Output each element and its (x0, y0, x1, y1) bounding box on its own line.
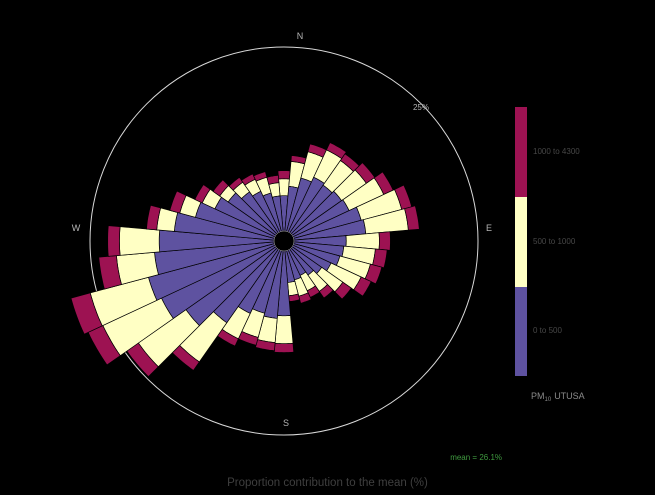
legend-label-500-to-1000: 500 to 1000 (533, 237, 576, 246)
rose-wedge-0deg-mid (278, 178, 290, 197)
rose-wedge-290deg-high (169, 190, 187, 214)
mean-annotation: mean = 26.1% (450, 453, 502, 462)
legend-swatch-500-to-1000 (515, 197, 527, 287)
legend-title-suffix: UTUSA (554, 391, 585, 401)
grid-label: 25% (413, 103, 429, 112)
direction-label-west: W (72, 223, 81, 233)
chart-statistic-title: Proportion contribution to the mean (%) (227, 477, 428, 489)
rose-wedge-180deg-mid (274, 315, 294, 345)
rose-wedge-350deg-high (266, 174, 280, 185)
grid-circle (89, 46, 479, 436)
legend-swatch-1000-to-4300 (515, 107, 527, 197)
rose-wedge-270deg-mid (119, 226, 161, 256)
legend-label-0-to-500: 0 to 500 (533, 326, 562, 335)
rose-wedge-90deg-high (378, 231, 391, 251)
center-hole (273, 230, 295, 252)
rose-wedge-280deg-high (146, 204, 162, 231)
direction-label-south: S (283, 418, 289, 428)
color-legend-bar (515, 107, 527, 376)
rose-wedge-310deg-high (212, 179, 229, 197)
direction-label-east: E (486, 223, 492, 233)
rose-wedge-100deg-high (372, 248, 388, 269)
legend-title: PM10 UTUSA (531, 391, 585, 403)
rose-wedge-300deg-high (194, 184, 211, 204)
legend-title-main: PM (531, 391, 545, 401)
rose-wedge-0deg-high (277, 170, 291, 180)
direction-label-north: N (297, 31, 304, 41)
legend-title-subscript: 10 (544, 397, 552, 403)
legend-swatch-0-to-500 (515, 287, 527, 376)
rose-wedge-180deg-high (273, 342, 295, 353)
rose-wedges (70, 142, 420, 378)
rose-wedge-120deg-high (353, 276, 372, 297)
rose-wedge-80deg-high (404, 205, 420, 231)
legend-label-1000-to-4300: 1000 to 4300 (533, 147, 580, 156)
rose-wedge-130deg-high (334, 281, 352, 300)
rose-wedge-270deg-high (107, 225, 121, 257)
rose-wedge-250deg-high (70, 292, 103, 335)
